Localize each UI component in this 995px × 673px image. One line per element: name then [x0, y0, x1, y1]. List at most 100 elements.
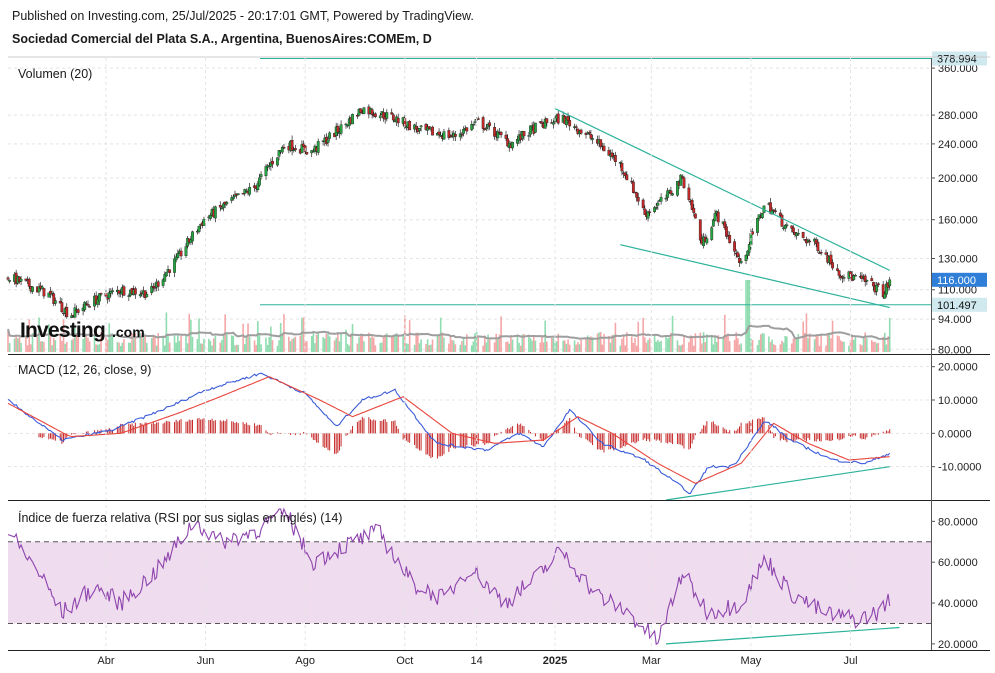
- candle-body: [488, 122, 492, 126]
- volume-bar: [48, 324, 50, 352]
- volume-bar: [612, 334, 615, 352]
- candle-body: [391, 114, 395, 121]
- candle-body: [302, 143, 305, 147]
- volume-bar: [523, 334, 525, 352]
- volume-bar: [386, 333, 388, 352]
- candle-body: [529, 125, 532, 135]
- volume-bar: [546, 341, 548, 352]
- candle-body: [209, 214, 212, 219]
- candle-body: [705, 238, 709, 244]
- candle-body: [150, 286, 154, 294]
- volume-bar: [541, 335, 543, 352]
- volume-bar: [683, 336, 685, 352]
- candle-body: [808, 240, 812, 243]
- candle-body: [852, 275, 856, 280]
- volume-bar: [278, 340, 280, 352]
- candle-body: [756, 218, 759, 233]
- volume-bar: [270, 326, 272, 352]
- volume-bar: [323, 338, 326, 352]
- volume-bar: [361, 335, 364, 352]
- candle-body: [656, 202, 660, 206]
- volume-bar: [436, 335, 439, 352]
- volume-bar: [691, 337, 693, 352]
- volume-bar: [208, 338, 210, 352]
- candle-body: [271, 160, 274, 165]
- volume-bar: [402, 333, 404, 352]
- candle-body: [6, 277, 10, 280]
- candle-body: [648, 211, 652, 214]
- candle-body: [465, 127, 469, 132]
- candle-body: [504, 134, 508, 139]
- volume-bar: [289, 341, 292, 352]
- volume-bar: [792, 338, 795, 352]
- volume-bar: [482, 345, 484, 352]
- volume-bar: [841, 341, 844, 352]
- candle-body: [636, 197, 640, 202]
- volume-bar: [247, 323, 249, 352]
- volume-bar: [351, 324, 354, 352]
- volume-bar: [359, 334, 362, 352]
- candle-body: [305, 151, 309, 155]
- volume-bar: [292, 338, 295, 352]
- volume-bar: [621, 338, 623, 352]
- volume-bar: [529, 338, 532, 352]
- candle-body: [86, 304, 90, 306]
- volume-bar: [13, 338, 16, 352]
- volume-bar: [190, 319, 192, 352]
- y-tick-label: 360.000: [938, 63, 978, 75]
- candle-body: [481, 117, 485, 129]
- candle-body: [138, 294, 142, 297]
- volume-bar: [242, 323, 244, 352]
- x-tick-label: Abr: [97, 655, 114, 667]
- volume-bar: [769, 342, 772, 352]
- candle-body: [579, 129, 583, 134]
- price-pane: 360.000 280.000 240.000 200.000 160.000 130.0…: [6, 51, 987, 356]
- investing-logo-suffix: .com: [112, 324, 145, 340]
- volume-bar: [590, 336, 592, 352]
- volume-bar: [887, 336, 889, 352]
- volume-bar: [369, 337, 372, 352]
- y-tick-label: 0.0000: [938, 428, 972, 440]
- volume-bar: [689, 335, 692, 352]
- candle-body: [133, 288, 137, 295]
- candle-body: [725, 226, 728, 237]
- volume-bar: [487, 334, 489, 352]
- candle-body: [73, 307, 77, 318]
- volume-bar: [885, 344, 888, 352]
- candle-body: [292, 149, 296, 151]
- candle-body: [230, 197, 234, 201]
- candle-body: [602, 145, 606, 152]
- volume-bar: [363, 341, 365, 352]
- volume-bar: [111, 333, 114, 352]
- volume-bar: [82, 338, 84, 352]
- candle-body: [511, 142, 514, 149]
- volume-bar: [306, 341, 308, 352]
- candle-body: [751, 231, 754, 235]
- volume-bar: [276, 345, 279, 352]
- volume-bar: [820, 335, 822, 352]
- candle-body: [373, 113, 377, 117]
- volume-bar: [586, 335, 589, 352]
- volume-bar: [506, 341, 509, 352]
- volume-bar: [817, 336, 819, 352]
- volume-bar: [461, 341, 463, 352]
- candle-body: [516, 138, 519, 144]
- volume-bar: [167, 335, 169, 352]
- volume-bar: [619, 345, 622, 352]
- volume-bar: [100, 332, 102, 352]
- y-tick-label: 200.000: [938, 173, 978, 185]
- candle-body: [591, 138, 594, 140]
- candle-body: [713, 213, 717, 221]
- volume-bar: [418, 343, 421, 352]
- volume-bar: [325, 333, 328, 352]
- candle-body: [496, 131, 500, 139]
- y-tick-label: 280.000: [938, 110, 978, 122]
- volume-bar: [41, 341, 44, 352]
- candle-body: [540, 121, 544, 124]
- volume-bar: [679, 345, 682, 352]
- volume-bar: [291, 339, 293, 352]
- volume-bar: [836, 335, 839, 352]
- candle-body: [551, 122, 555, 125]
- volume-bar: [580, 339, 582, 352]
